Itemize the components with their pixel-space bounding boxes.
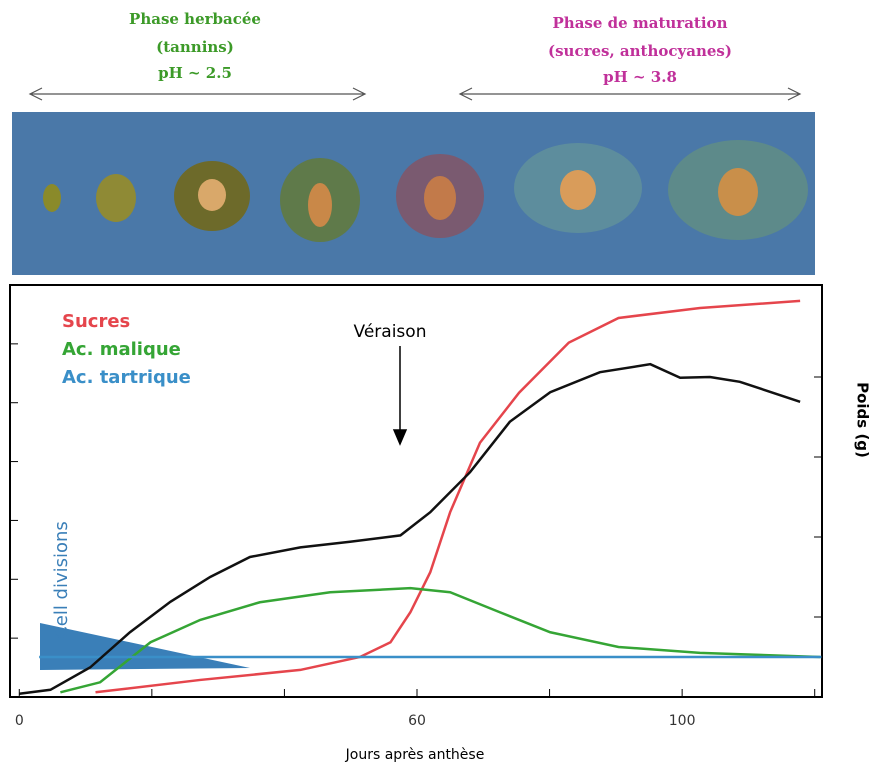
- phase-ph: pH ~ 3.8: [603, 68, 677, 86]
- y2-axis-label: Poids (g): [854, 382, 872, 458]
- x-tick-label: 60: [408, 713, 426, 729]
- x-tick-label: 100: [669, 713, 696, 729]
- legend-entry: Ac. tartrique: [62, 367, 191, 388]
- legend-entry: Ac. malique: [62, 339, 181, 360]
- phase-title: Phase herbacée: [129, 10, 261, 28]
- phase-title: Phase de maturation: [553, 14, 728, 32]
- series-line: [96, 301, 801, 692]
- phase-detail: (sucres, anthocyanes): [548, 42, 732, 60]
- x-axis-label: Jours après anthèse: [345, 747, 485, 763]
- series-line: [60, 588, 820, 692]
- veraison-arrow: [394, 346, 406, 444]
- annotation: Véraison: [354, 322, 427, 342]
- x-tick-label: 0: [15, 713, 24, 729]
- legend-entry: Sucres: [62, 311, 130, 332]
- figure: Phase herbacée (tannins) pH ~ 2.5 Phase …: [0, 0, 890, 767]
- phase-detail: (tannins): [156, 38, 234, 56]
- annotation: Cell divisions: [51, 521, 72, 639]
- phase-arrows: [30, 88, 800, 100]
- phase-ph: pH ~ 2.5: [158, 64, 232, 82]
